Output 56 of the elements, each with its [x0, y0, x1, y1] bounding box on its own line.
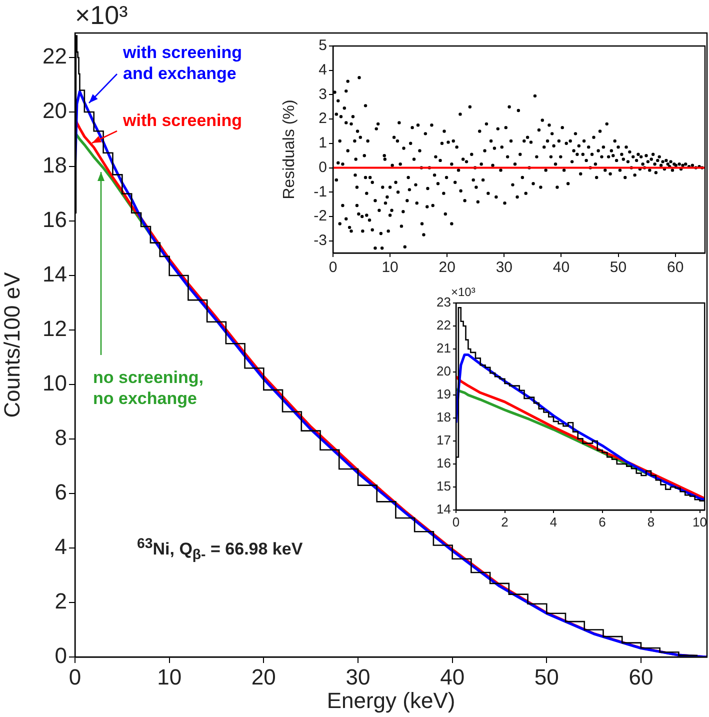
annotation: $^{63}$Ni, Q$_{β-}$ = 66.98 keV	[137, 536, 303, 564]
y-tick-label: 0	[318, 158, 327, 176]
y-tick-label: -2	[314, 208, 327, 225]
x-tick-label: 40	[440, 664, 465, 690]
x-tick-label: 30	[496, 259, 513, 276]
x-axis-title: Energy (keV)	[326, 688, 456, 713]
text: no screening, no exchange	[93, 367, 205, 410]
x-tick-label: 60	[628, 664, 654, 690]
x-tick-label: 2	[501, 514, 508, 530]
y-tick-label: 22	[436, 318, 451, 333]
y-tick-label: 18	[436, 410, 451, 425]
y-tick-label: 19	[436, 386, 451, 402]
text: with screening and exchange	[123, 42, 244, 84]
y-tick-label: 16	[42, 207, 67, 232]
y-tick-label: 23	[436, 294, 451, 310]
y-tick-label: -1	[314, 183, 327, 200]
y-tick-label: 2	[54, 588, 67, 614]
y-tick-label: 6	[54, 480, 67, 505]
series-label: with screening	[123, 111, 242, 130]
y-tick-label: 20	[42, 98, 67, 124]
y-tick-label: 5	[318, 37, 327, 54]
x-tick-label: 10	[382, 259, 398, 276]
y-tick-label: 22	[42, 44, 67, 69]
x-tick-label: 30	[346, 664, 370, 690]
annotation: ×10³	[451, 285, 476, 299]
x-tick-label: 20	[251, 664, 276, 690]
y-tick-label: 18	[42, 152, 67, 178]
x-tick-label: 60	[666, 259, 684, 276]
x-tick-label: 8	[647, 514, 655, 530]
text: ×10³	[75, 0, 128, 31]
x-tick-label: 10	[692, 514, 707, 530]
y-tick-label: 1	[318, 134, 327, 152]
y-tick-label: 17	[436, 432, 451, 448]
y-tick-label: 20	[436, 364, 451, 379]
y-tick-label: 4	[318, 61, 327, 78]
y-tick-label: 12	[42, 316, 67, 342]
x-tick-label: 6	[598, 514, 606, 530]
y-tick-label: 14	[436, 502, 451, 517]
x-tick-label: 50	[610, 259, 627, 276]
y-tick-label: 8	[54, 425, 67, 450]
y-tick-label: 0	[54, 643, 67, 668]
y-tick-label: 16	[436, 456, 451, 471]
y-tick-label: 10	[42, 370, 67, 396]
x-tick-label: 4	[550, 514, 558, 530]
y-axis-title: Residuals (%)	[281, 100, 298, 200]
y-tick-label: 2	[318, 110, 327, 128]
y-tick-label: 3	[318, 86, 327, 103]
x-tick-label: 40	[552, 259, 570, 276]
y-tick-label: 15	[436, 478, 451, 494]
y-axis-title: Counts/100 eV	[0, 272, 24, 418]
y-tick-label: 14	[42, 262, 67, 287]
y-tick-label: 21	[436, 340, 451, 356]
x-tick-label: 50	[534, 664, 559, 690]
y-tick-label: 4	[54, 534, 67, 560]
x-tick-label: 10	[157, 664, 182, 690]
y-tick-label: -3	[314, 232, 327, 249]
